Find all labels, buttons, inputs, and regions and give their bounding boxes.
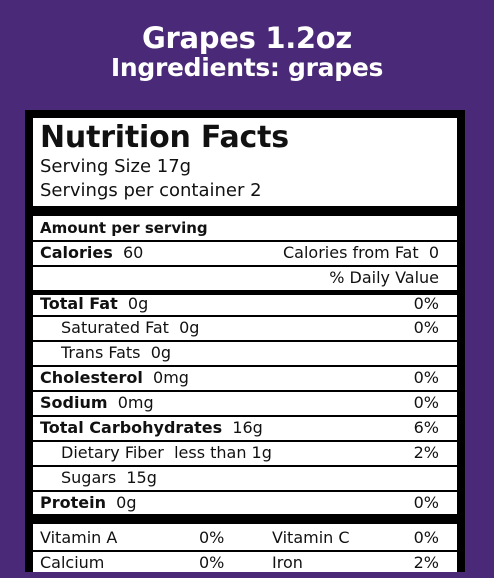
nutrition-label: Nutrition Facts Serving Size 17g Serving… xyxy=(33,118,457,572)
calories-label: Calories xyxy=(40,243,113,262)
medium-divider xyxy=(33,290,457,295)
nutrient-amount: 0g xyxy=(116,493,137,512)
nutrient-name: Sugars xyxy=(61,468,117,487)
nutrient-row: Total Carbohydrates 16g 6% xyxy=(33,416,457,440)
vitamin-dv: 2% xyxy=(413,553,439,572)
header: Grapes 1.2oz Ingredients: grapes xyxy=(0,22,494,82)
nutrient-name: Saturated Fat xyxy=(61,318,169,337)
nutrient-row: Saturated Fat 0g 0% xyxy=(33,316,457,340)
thick-divider xyxy=(33,206,457,216)
nutrient-name: Total Carbohydrates xyxy=(40,418,223,437)
divider xyxy=(33,550,457,552)
nutrient-dv: 2% xyxy=(413,443,439,462)
label-title: Nutrition Facts xyxy=(40,120,289,155)
vitamin-name: Vitamin A xyxy=(40,528,118,547)
nutrient-dv: 6% xyxy=(413,418,439,437)
nutrient-amount: 0g xyxy=(150,343,172,362)
nutrient-dv: 0% xyxy=(413,368,439,387)
nutrient-row: Sugars 15g xyxy=(33,466,457,490)
nutrient-row: Dietary Fiber less than 1g 2% xyxy=(33,441,457,465)
daily-value-header-row: % Daily Value xyxy=(33,266,457,290)
amount-per-serving: Amount per serving xyxy=(40,219,208,237)
calories-from-fat-value: 0 xyxy=(428,243,439,262)
nutrient-dv: 0% xyxy=(413,393,439,412)
divider xyxy=(33,365,457,367)
divider xyxy=(33,465,457,467)
nutrient-dv: 0% xyxy=(413,318,439,337)
nutrition-panel: Nutrition Facts Serving Size 17g Serving… xyxy=(25,110,465,572)
vitamin-name: Iron xyxy=(272,553,303,572)
nutrient-name: Dietary Fiber xyxy=(61,443,164,462)
divider xyxy=(33,415,457,417)
nutrient-amount: 16g xyxy=(232,418,263,437)
amount-per-serving-row: Amount per serving xyxy=(33,216,457,240)
thick-divider xyxy=(33,514,457,524)
serving-size: Serving Size 17g xyxy=(40,156,192,177)
ingredients-line: Ingredients: grapes xyxy=(110,53,384,82)
nutrient-row: Cholesterol 0mg 0% xyxy=(33,366,457,390)
nutrient-dv: 0% xyxy=(413,493,439,512)
vitamin-name: Vitamin C xyxy=(272,528,350,547)
nutrient-dv: 0% xyxy=(413,294,439,313)
calories-row: Calories 60 Calories from Fat 0 xyxy=(33,241,457,265)
calories-value: 60 xyxy=(122,243,144,262)
divider xyxy=(33,490,457,492)
nutrient-row: Total Fat 0g 0% xyxy=(33,292,457,316)
vitamin-dv: 0% xyxy=(413,528,439,547)
nutrient-row: Protein 0g 0% xyxy=(33,491,457,515)
nutrient-name: Cholesterol xyxy=(40,368,143,387)
nutrient-row: Trans Fats 0g xyxy=(33,341,457,365)
nutrient-amount: 0g xyxy=(179,318,200,337)
nutrient-amount: 0mg xyxy=(153,368,189,387)
vitamin-name: Calcium xyxy=(40,553,105,572)
daily-value-header: % Daily Value xyxy=(329,268,439,287)
divider xyxy=(33,265,457,267)
calories-from-fat-label: Calories from Fat xyxy=(283,243,419,262)
nutrient-amount: 0g xyxy=(127,294,149,313)
vitamin-dv: 0% xyxy=(199,553,225,572)
nutrient-amount: 15g xyxy=(126,468,157,487)
nutrient-amount: less than 1g xyxy=(174,443,272,462)
nutrient-name: Trans Fats xyxy=(61,343,141,362)
divider xyxy=(33,440,457,442)
product-title: Grapes 1.2oz xyxy=(141,21,353,55)
nutrient-amount: 0mg xyxy=(117,393,154,412)
vitamin-dv: 0% xyxy=(199,528,225,547)
nutrient-row: Sodium 0mg 0% xyxy=(33,391,457,415)
servings-per-container: Servings per container 2 xyxy=(40,180,262,201)
nutrient-name: Total Fat xyxy=(40,294,118,313)
divider xyxy=(33,315,457,317)
divider xyxy=(33,390,457,392)
divider xyxy=(33,340,457,342)
divider xyxy=(33,240,457,242)
nutrient-name: Protein xyxy=(40,493,106,512)
nutrient-name: Sodium xyxy=(40,393,108,412)
